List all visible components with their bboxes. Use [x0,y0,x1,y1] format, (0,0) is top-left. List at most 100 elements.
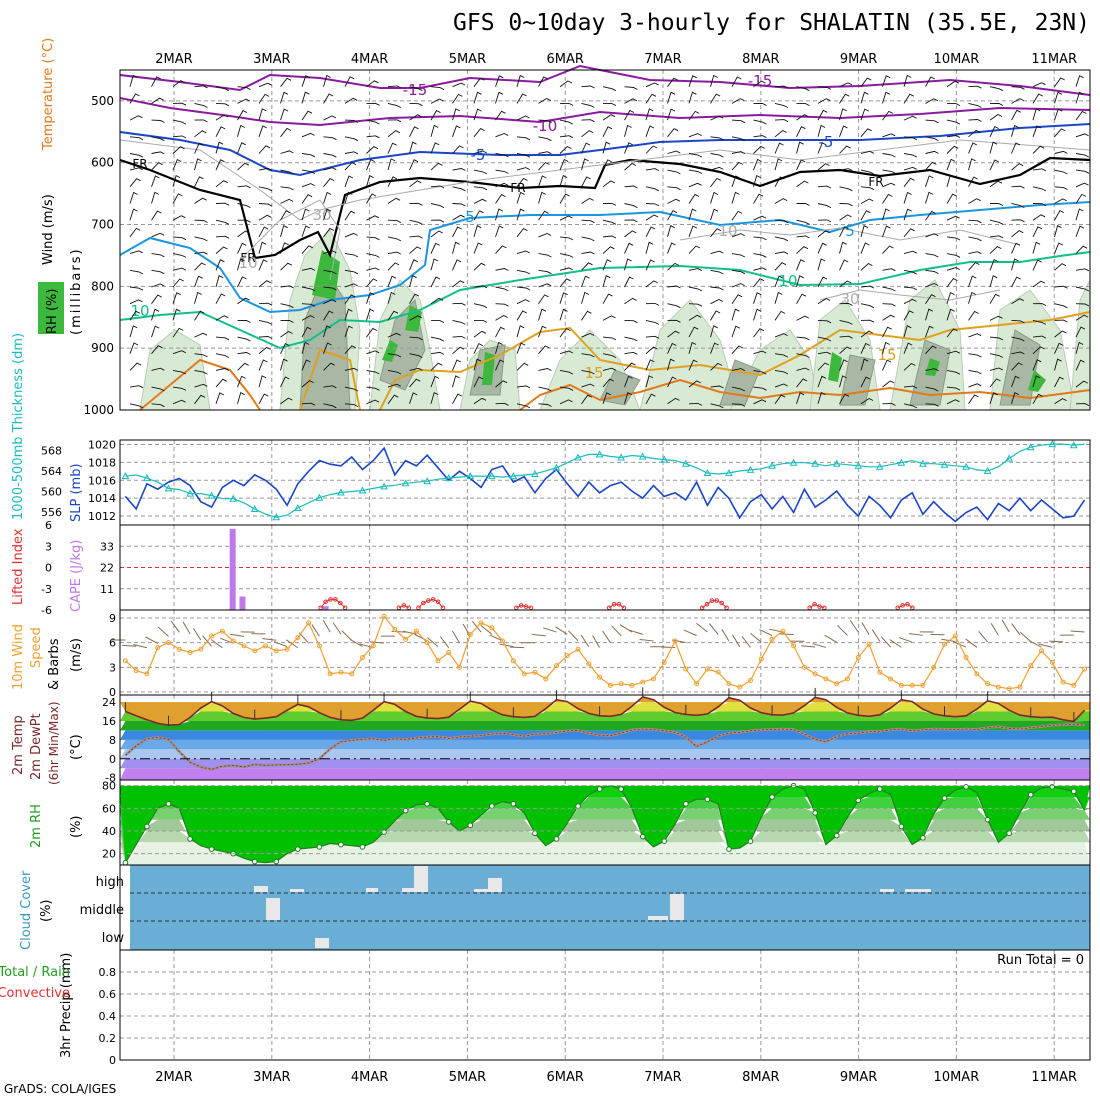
wind-barb [430,351,445,355]
wind-barb [989,159,1000,171]
wind-barb [796,367,810,371]
dewpoint-dash [125,723,1085,770]
wind-barb [258,319,273,325]
precip-convective-label: Convective [0,986,70,1001]
wind-barb [495,314,508,321]
wind-barb [946,193,957,204]
wind-barb [215,336,230,341]
wind-barb [925,210,936,221]
wind-barb [667,186,681,191]
wind-barb [688,314,702,321]
rh-point [532,830,538,837]
wind-barb [817,203,832,209]
wind-barb [624,276,634,288]
wind-barb [817,98,831,104]
lifted-index-point [709,598,715,603]
wind-barb [301,132,315,138]
pressure-tick-label: 700 [91,218,114,232]
wind-barb [1075,91,1084,104]
wind-barb [258,93,270,104]
wind-barb [946,291,955,304]
wind-barb [1075,153,1090,158]
wind-barb [968,353,982,358]
wind-barb [258,302,273,306]
slp-tick-label: 1012 [88,510,116,523]
thickness-point [681,459,690,467]
wind10m-point [500,638,506,644]
wind-barb [151,308,160,321]
wind10m-barb [439,636,450,648]
wind-barb [538,191,547,204]
wind-barb [667,225,675,238]
wind-barb [280,77,292,87]
wind-barb [215,353,230,359]
wind10m-point [661,659,667,665]
lifted-index-point [328,597,333,602]
wind-barb [989,102,1004,106]
wind-barb [860,225,869,238]
lifted-index-point [905,601,910,607]
lifted-index-point [817,604,822,609]
rh-point [122,859,129,866]
wind-barb [559,292,568,304]
wind-barb [215,180,228,188]
wind-barb [172,102,187,106]
thickness-point [487,472,496,480]
wind-barb [624,219,638,223]
wind-barb [430,319,445,324]
thickness-point [574,453,582,461]
wind-barb [645,203,660,207]
wind10m-barb [611,625,622,637]
rh-point [338,841,344,848]
rh-tick-label: 80 [102,780,116,793]
date-label-top: 3MAR [253,52,290,67]
wind10m-barb [779,633,794,636]
wind-barb [860,186,875,191]
cloud-axis-label: Cloud Cover [19,870,34,950]
wind-barb [624,319,638,324]
wind-barb [194,119,208,123]
wind-barb [237,219,251,223]
wind10m-barb [898,637,913,643]
wind-barb [560,102,574,106]
wind-barb [430,162,443,171]
chart-title: GFS 0~10day 3-hourly for SHALATIN (35.5E… [453,10,1090,36]
wind-barb [172,174,181,187]
wind-barb [1011,319,1025,324]
wind-barb [430,391,439,404]
precip-tick-label: 0 [109,1054,116,1067]
wind-barb [968,236,982,242]
wind10m-point [597,674,603,680]
wind-barb [344,210,356,221]
wind-barb [710,250,724,255]
wind-barb [860,397,874,405]
wind-barb [194,251,208,255]
wind10m-point [726,681,732,687]
wind-barb [237,352,251,355]
wind-barb [925,119,939,124]
wind-barb [645,259,655,271]
wind-barb [645,241,654,254]
wind-barb [516,310,527,321]
wind-barb [602,275,611,288]
wind10m-point [629,682,635,688]
wind-barb [710,191,719,204]
wind-barb [774,275,784,288]
wind10m-barb [824,634,837,643]
wind-barb [280,108,289,121]
wind-barb [667,262,680,271]
wind-barb [452,359,462,371]
wind-barb [774,353,789,358]
wind-barb [731,386,746,392]
wind-barb [1054,150,1068,154]
wind10m-label-c: & Barbs [47,638,62,690]
wind-barb [172,215,186,221]
wind-barb [1075,268,1090,272]
wind-barb [710,342,719,354]
wind10m-point [489,625,495,631]
wind-barb [430,185,445,189]
lifted-index-point [704,601,710,607]
wind-barb [989,315,1003,321]
wind10m-point [715,669,721,675]
wind-barb [602,219,617,225]
